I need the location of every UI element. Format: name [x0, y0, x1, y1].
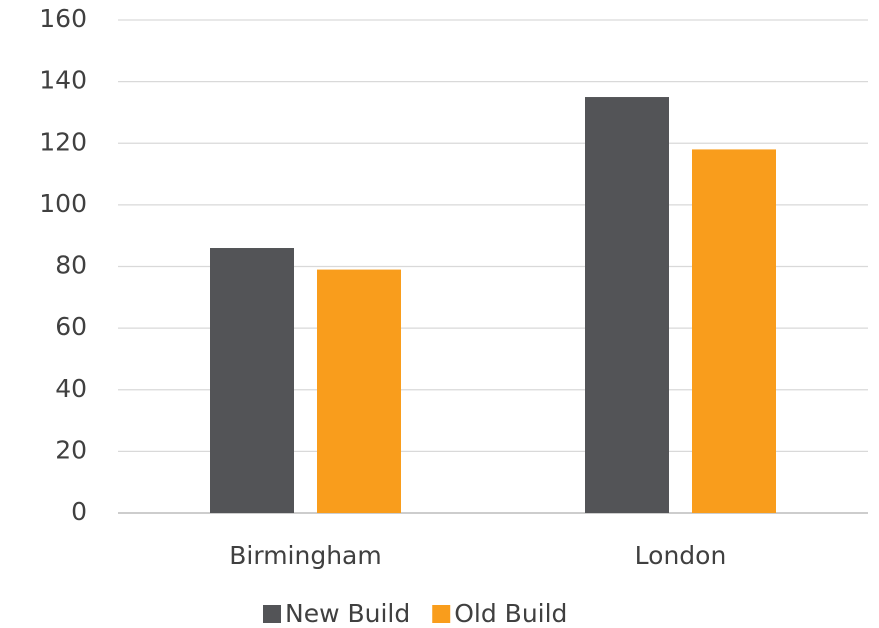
bar: [692, 149, 776, 513]
bar: [210, 248, 294, 513]
legend-label: New Build: [285, 599, 410, 628]
legend-label: Old Build: [454, 599, 567, 628]
y-tick-label: 100: [39, 189, 87, 218]
y-tick-label: 120: [39, 127, 87, 156]
y-tick-label: 60: [55, 312, 87, 341]
legend-swatch: [432, 605, 451, 623]
bar: [585, 97, 669, 513]
legend-swatch: [263, 605, 281, 623]
y-tick-label: 40: [55, 374, 87, 403]
y-tick-label: 20: [55, 435, 87, 464]
y-tick-label: 80: [55, 251, 87, 280]
y-tick-label: 160: [39, 4, 87, 33]
x-tick-label: London: [635, 541, 727, 570]
x-tick-label: Birmingham: [229, 541, 381, 570]
y-tick-label: 0: [71, 497, 87, 526]
y-tick-label: 140: [39, 66, 87, 95]
bar: [317, 269, 401, 513]
